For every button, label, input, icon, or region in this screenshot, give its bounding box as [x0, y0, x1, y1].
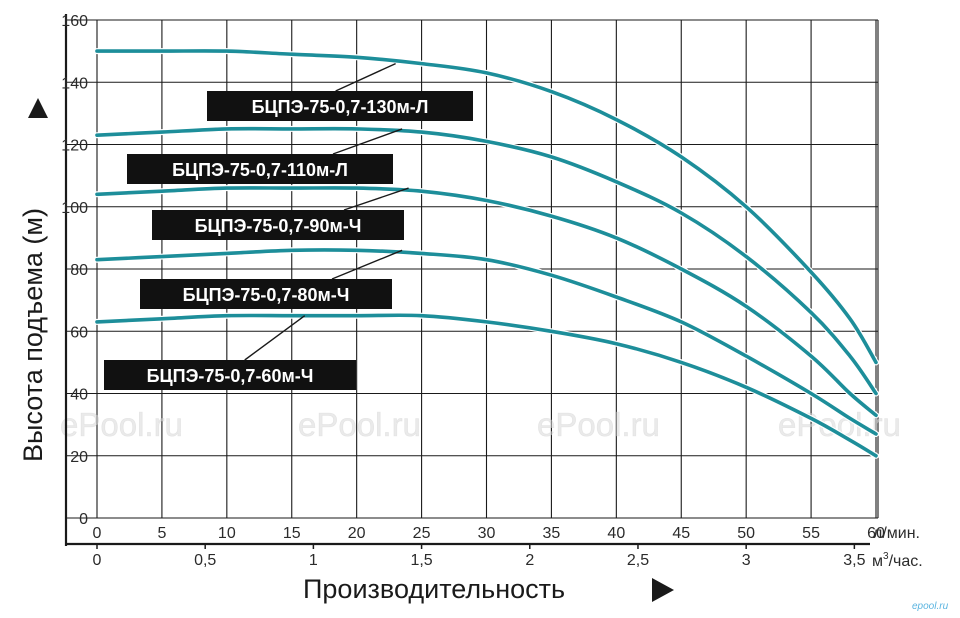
y-tick-label: 60	[70, 324, 88, 341]
series-label: БЦПЭ-75-0,7-110м-Л	[172, 160, 348, 180]
series-label: БЦПЭ-75-0,7-60м-Ч	[147, 366, 314, 386]
x-primary-tick-label: 45	[672, 525, 690, 542]
y-tick-label: 0	[79, 511, 88, 528]
corner-logo: epool.ru	[912, 601, 949, 612]
series-label: БЦПЭ-75-0,7-80м-Ч	[183, 285, 350, 305]
x-primary-tick-label: 50	[737, 525, 755, 542]
y-tick-label: 100	[61, 200, 88, 217]
x-axis-arrow-icon	[652, 578, 674, 602]
series-curve	[95, 49, 878, 365]
x-secondary-tick-label: 0	[93, 552, 102, 569]
x-primary-tick-label: 30	[478, 525, 496, 542]
curves	[94, 47, 879, 459]
leader-line	[332, 128, 403, 155]
y-axis-title: Высота подъема (м)	[18, 208, 48, 462]
x-primary-tick-label: 20	[348, 525, 366, 542]
leader-line	[343, 187, 409, 211]
x-secondary-tick-label: 3	[742, 552, 751, 569]
y-axis-arrow-icon	[28, 98, 48, 118]
y-tick-label: 40	[70, 387, 88, 404]
x-primary-tick-label: 60	[867, 525, 885, 542]
y-tick-label: 140	[61, 75, 88, 92]
x-secondary-tick-label: 1	[309, 552, 318, 569]
y-tick-label: 20	[70, 449, 88, 466]
x-primary-tick-label: 15	[283, 525, 301, 542]
x-primary-tick-label: 10	[218, 525, 236, 542]
y-tick-label: 80	[70, 262, 88, 279]
x-primary-unit: л/мин.	[873, 525, 920, 542]
x-primary-tick-label: 25	[413, 525, 431, 542]
series-label-box	[140, 279, 392, 309]
series-label-box	[207, 91, 473, 121]
series-label: БЦПЭ-75-0,7-90м-Ч	[195, 216, 362, 236]
x-primary-tick-label: 55	[802, 525, 820, 542]
series-label: БЦПЭ-75-0,7-130м-Л	[252, 97, 429, 117]
x-secondary-unit: м3/час.	[872, 551, 923, 570]
watermark: ePool.ru	[537, 406, 660, 443]
series-curve	[95, 313, 878, 458]
x-secondary-tick-label: 0,5	[194, 552, 216, 569]
watermark: ePool.ru	[60, 406, 183, 443]
x-secondary-tick-label: 1,5	[410, 552, 432, 569]
series-label-box	[127, 154, 393, 184]
x-primary-tick-label: 40	[607, 525, 625, 542]
watermarks: ePool.ru ePool.ru ePool.ru ePool.ru	[60, 406, 902, 444]
x-secondary-tick-label: 2	[525, 552, 534, 569]
series-labels: БЦПЭ-75-0,7-130м-Л БЦПЭ-75-0,7-110м-Л БЦПЭ…	[104, 62, 473, 390]
y-tick-label: 160	[61, 13, 88, 30]
leader-line	[244, 315, 306, 361]
y-tick-label: 120	[61, 138, 88, 155]
leader-line	[335, 62, 396, 92]
series-curve	[95, 126, 878, 396]
x-primary-tick-label: 0	[93, 525, 102, 542]
series-curve	[95, 248, 878, 436]
x-axis-title: Производительность	[303, 574, 565, 604]
watermark: ePool.ru	[298, 406, 421, 443]
series-label-box	[104, 360, 356, 390]
series-curve	[95, 186, 878, 418]
x-secondary-tick-label: 2,5	[627, 552, 649, 569]
leader-line	[331, 249, 403, 280]
series-label-box	[152, 210, 404, 240]
x-secondary-tick-label: 3,5	[843, 552, 865, 569]
x-primary-tick-label: 35	[543, 525, 561, 542]
x-primary-tick-label: 5	[157, 525, 166, 542]
